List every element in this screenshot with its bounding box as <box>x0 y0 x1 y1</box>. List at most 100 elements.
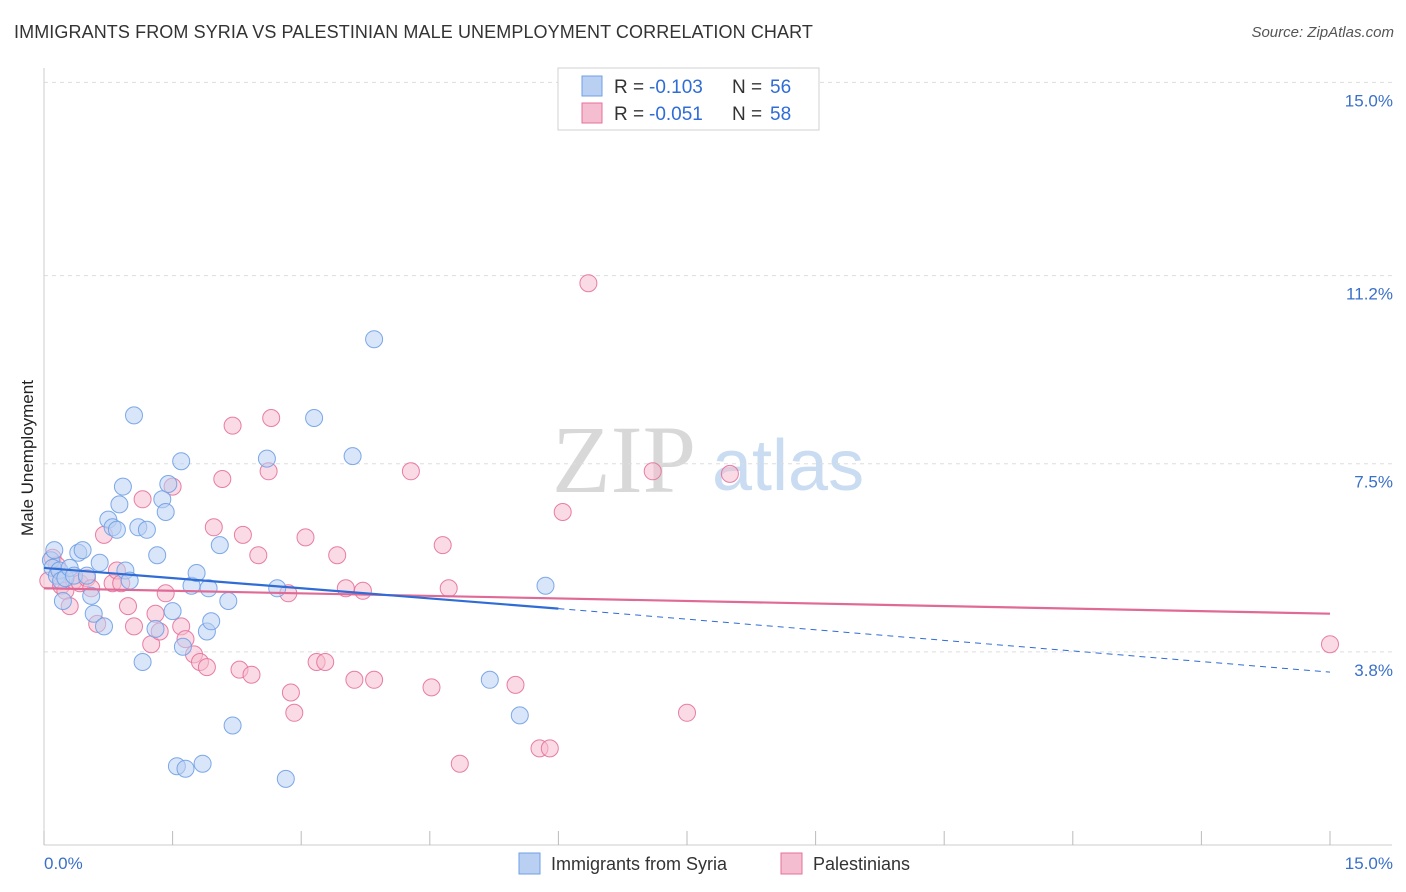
point-palestinians-15 <box>119 597 137 616</box>
point-palestinians-36 <box>262 409 281 427</box>
point-palestinians-33 <box>242 665 261 684</box>
point-palestinians-42 <box>316 653 335 671</box>
y-tick-label-3: 15.0% <box>1345 91 1393 110</box>
y-tick-label-1: 7.5% <box>1354 473 1393 492</box>
point-palestinians-60 <box>720 464 739 483</box>
x-ticks <box>43 831 1331 845</box>
point-syria-26 <box>133 653 152 671</box>
point-syria-45 <box>219 592 238 610</box>
point-palestinians-19 <box>146 604 165 623</box>
point-syria-37 <box>176 759 195 778</box>
point-palestinians-39 <box>285 703 304 722</box>
point-syria-15 <box>90 553 109 572</box>
point-syria-48 <box>268 579 287 598</box>
x-tick-label-max: 15.0% <box>1345 854 1393 873</box>
point-syria-24 <box>125 406 143 425</box>
legend-swatch-palestinians <box>581 102 603 124</box>
point-palestinians-21 <box>156 584 175 603</box>
legend-r-label-palestinians: R = <box>614 104 644 125</box>
point-palestinians-57 <box>579 274 598 293</box>
point-palestinians-58 <box>643 462 662 481</box>
point-palestinians-56 <box>553 503 572 521</box>
data-points <box>39 274 1339 788</box>
point-syria-54 <box>510 706 529 725</box>
point-palestinians-48 <box>401 462 420 481</box>
y-axis-title: Male Unemployment <box>18 380 37 536</box>
point-syria-6 <box>53 592 72 610</box>
point-palestinians-43 <box>328 546 347 565</box>
point-syria-13 <box>82 586 101 605</box>
legend-n-value-palestinians: 58 <box>770 104 791 125</box>
point-syria-16 <box>95 617 113 636</box>
trend-lines <box>43 566 1331 673</box>
point-syria-19 <box>107 520 126 539</box>
point-palestinians-49 <box>422 678 441 697</box>
point-syria-29 <box>148 546 167 565</box>
point-syria-46 <box>223 716 242 735</box>
point-syria-27 <box>137 520 156 539</box>
point-palestinians-27 <box>197 658 216 677</box>
watermark-atlas: atlas <box>712 426 864 506</box>
point-palestinians-32 <box>233 525 252 544</box>
point-palestinians-50 <box>433 536 452 555</box>
point-palestinians-47 <box>365 670 384 689</box>
point-palestinians-51 <box>439 579 458 598</box>
point-palestinians-55 <box>540 739 559 758</box>
point-syria-28 <box>146 619 165 638</box>
point-palestinians-53 <box>506 675 525 694</box>
legend-r-label-syria: R = <box>614 77 644 98</box>
point-syria-14 <box>84 604 103 623</box>
point-syria-39 <box>187 564 206 582</box>
series-legend: Immigrants from Syria Palestinians <box>518 852 910 875</box>
point-syria-36 <box>173 637 192 656</box>
point-syria-32 <box>159 475 178 493</box>
x-tick-label-min: 0.0% <box>44 854 83 873</box>
point-syria-49 <box>276 769 295 788</box>
source-credit: Source: ZipAtlas.com <box>1251 24 1394 41</box>
point-syria-52 <box>365 330 384 349</box>
series-legend-label-syria: Immigrants from Syria <box>551 854 728 874</box>
point-palestinians-40 <box>296 528 315 547</box>
point-palestinians-59 <box>678 703 696 722</box>
point-syria-53 <box>480 670 499 689</box>
point-palestinians-30 <box>223 416 242 435</box>
point-palestinians-38 <box>281 683 300 702</box>
point-syria-47 <box>257 449 276 468</box>
series-legend-swatch-palestinians <box>780 852 803 875</box>
legend-r-value-syria: -0.103 <box>649 77 703 98</box>
trend-line-palestinians <box>43 587 1331 615</box>
trend-line-syria-extrapolated <box>558 608 1331 673</box>
point-syria-43 <box>202 612 221 631</box>
y-tick-labels: 3.8% 7.5% 11.2% 15.0% <box>1345 91 1393 679</box>
point-palestinians-16 <box>125 617 143 636</box>
point-syria-55 <box>536 576 555 595</box>
trend-line-syria <box>43 566 559 610</box>
point-syria-33 <box>163 602 182 621</box>
point-syria-44 <box>210 536 229 555</box>
point-palestinians-28 <box>204 518 223 537</box>
point-syria-50 <box>305 409 324 427</box>
point-palestinians-45 <box>345 670 364 689</box>
point-palestinians-61 <box>1321 635 1339 654</box>
correlation-legend: R = -0.103 N = 56 R = -0.051 N = 58 <box>557 67 820 131</box>
point-syria-12 <box>77 566 96 585</box>
point-syria-40 <box>193 754 212 773</box>
y-tick-label-2: 11.2% <box>1346 285 1393 304</box>
gridlines <box>44 81 1392 653</box>
point-syria-51 <box>343 447 362 466</box>
chart-title: IMMIGRANTS FROM SYRIA VS PALESTINIAN MAL… <box>14 22 813 42</box>
axes <box>43 68 1392 846</box>
watermark: ZIP atlas <box>552 406 864 513</box>
legend-n-value-syria: 56 <box>770 77 791 98</box>
point-syria-11 <box>73 541 92 560</box>
point-palestinians-34 <box>249 546 268 565</box>
point-syria-35 <box>172 452 191 471</box>
legend-swatch-syria <box>581 75 603 97</box>
legend-n-label-syria: N = <box>732 77 762 98</box>
series-legend-swatch-syria <box>518 852 541 875</box>
watermark-zip: ZIP <box>552 406 696 513</box>
point-syria-31 <box>156 503 175 521</box>
point-palestinians-29 <box>213 470 232 488</box>
legend-r-value-palestinians: -0.051 <box>649 104 703 125</box>
